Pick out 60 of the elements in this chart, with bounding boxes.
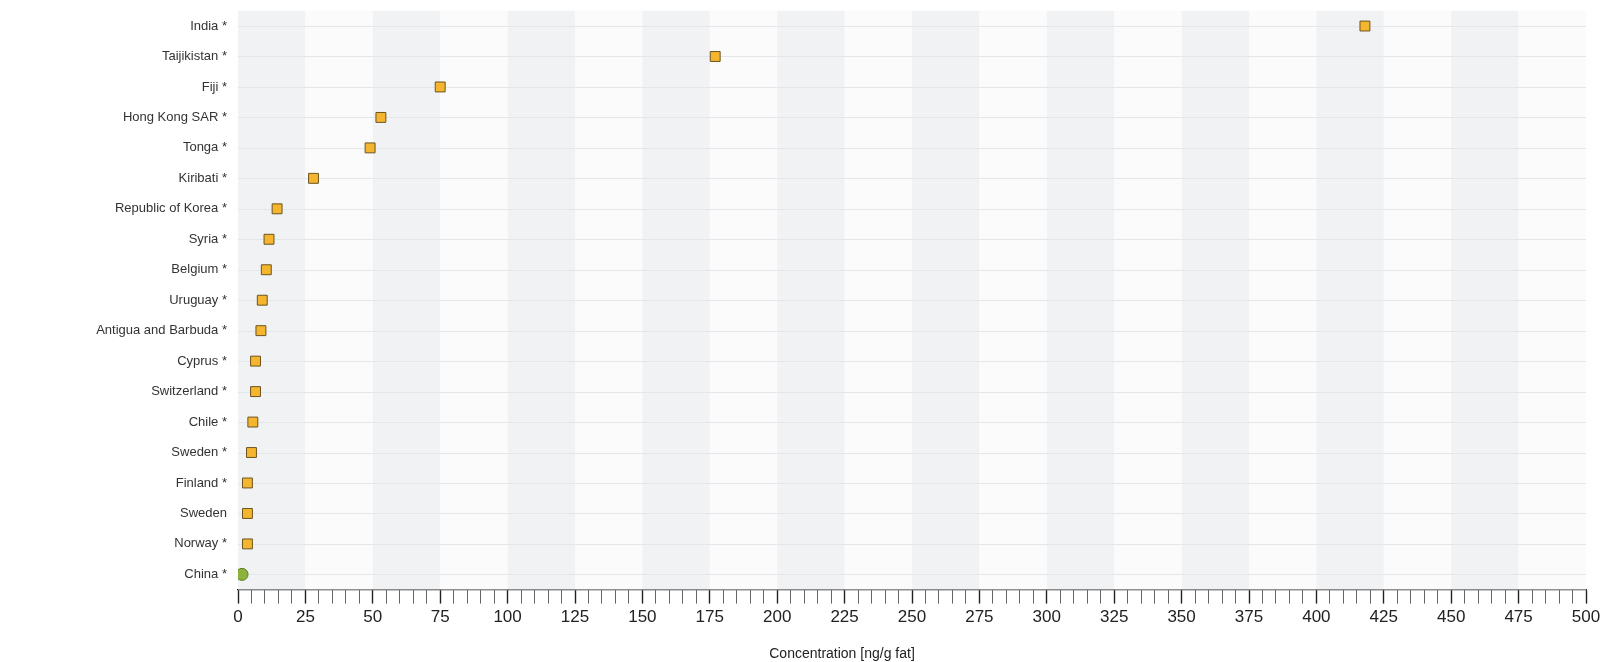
x-tick-label: 25 xyxy=(295,607,315,627)
y-tick-label: China * xyxy=(184,565,227,581)
point xyxy=(271,203,283,215)
y-tick-label: Finland * xyxy=(175,474,227,490)
x-tick-label: 0 xyxy=(233,607,243,627)
x-tick-label: 250 xyxy=(897,607,927,627)
y-tick-label: Syria * xyxy=(188,230,227,246)
x-tick-label: 200 xyxy=(763,607,792,627)
y-tick-label: Antigua and Barbuda * xyxy=(96,322,227,338)
y-tick-label: Taijikistan * xyxy=(161,48,227,64)
x-tick-label: 325 xyxy=(1100,607,1129,627)
x-tick-label: 175 xyxy=(695,607,724,627)
x-tick-label: 275 xyxy=(965,607,994,627)
point xyxy=(1359,20,1371,32)
y-tick-label: Switzerland * xyxy=(151,383,227,399)
x-tick-label: 125 xyxy=(560,607,590,627)
point xyxy=(255,325,267,337)
y-tick-label: Belgium * xyxy=(171,261,227,277)
y-tick-label: Hong Kong SAR * xyxy=(122,109,227,124)
y-tick-label: Uruguay * xyxy=(169,291,227,307)
point xyxy=(250,355,261,367)
point xyxy=(246,447,257,458)
y-tick-label: Kiribati * xyxy=(178,169,227,185)
x-tick-label: 350 xyxy=(1167,607,1196,627)
point xyxy=(241,507,253,519)
point xyxy=(375,111,387,123)
x-tick-label: 475 xyxy=(1504,607,1533,627)
point xyxy=(256,294,268,306)
point xyxy=(260,264,272,276)
x-tick-label: 500 xyxy=(1571,607,1601,627)
point xyxy=(709,51,721,62)
y-tick-label: Sweden xyxy=(180,505,227,521)
point xyxy=(308,172,319,184)
x-axis-title: Concentration [ng/g fat] xyxy=(769,645,915,662)
x-tick-label: 300 xyxy=(1032,607,1061,627)
y-tick-label: Chile * xyxy=(188,413,227,429)
point xyxy=(263,233,275,245)
point xyxy=(238,567,249,581)
x-tick-label: 50 xyxy=(363,607,383,627)
x-tick-label: 225 xyxy=(830,607,859,627)
y-tick-label: Norway * xyxy=(174,535,227,551)
point xyxy=(247,416,259,428)
point xyxy=(434,81,446,93)
y-tick-label: Fiji * xyxy=(201,78,227,94)
x-tick-label: 450 xyxy=(1437,607,1466,627)
point xyxy=(241,477,253,489)
y-tick-label: Cyprus * xyxy=(177,352,227,368)
x-tick-label: 425 xyxy=(1369,607,1398,627)
point xyxy=(241,538,253,550)
x-tick-label: 100 xyxy=(493,607,522,627)
y-tick-label: India * xyxy=(190,17,227,33)
y-tick-label: Republic of Korea * xyxy=(114,200,227,216)
x-tick-label: 400 xyxy=(1302,607,1331,627)
y-tick-label: Tonga * xyxy=(182,139,227,155)
point xyxy=(250,386,261,398)
x-tick-label: 375 xyxy=(1234,607,1264,627)
x-tick-label: 75 xyxy=(430,607,450,627)
y-tick-label: Sweden * xyxy=(171,444,227,460)
x-tick-label: 150 xyxy=(628,607,657,627)
point xyxy=(364,142,376,154)
